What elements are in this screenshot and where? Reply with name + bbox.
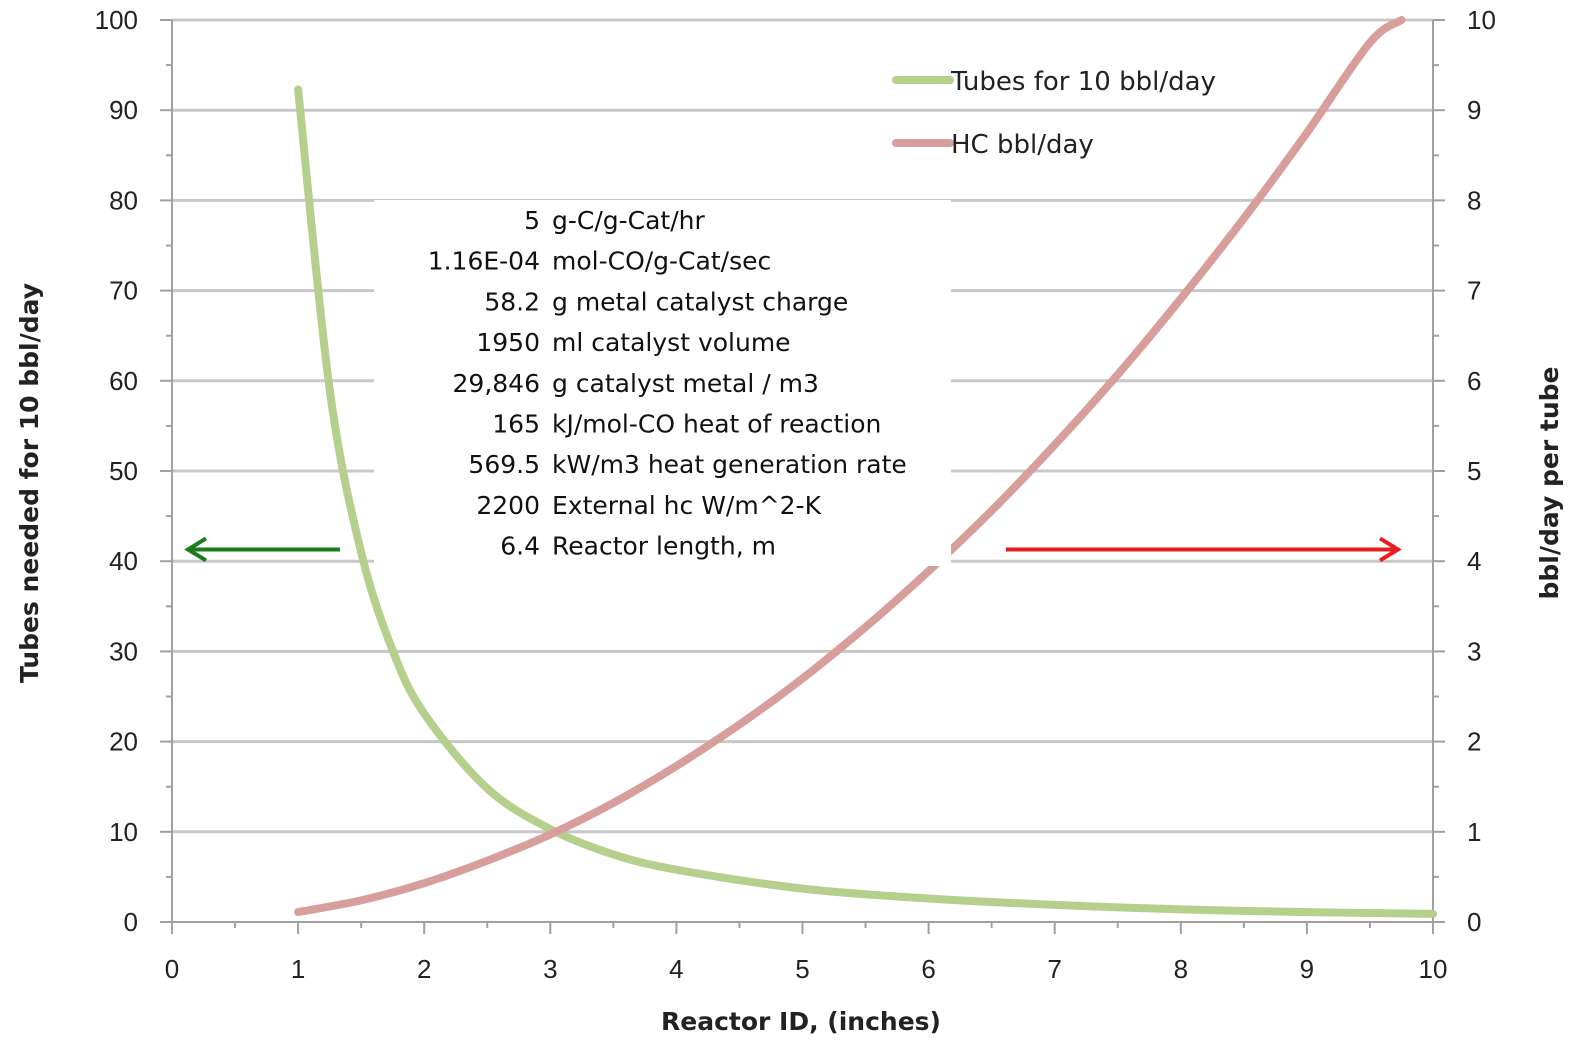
annotation-label: kJ/mol-CO heat of reaction (552, 410, 881, 439)
annotation-label: kW/m3 heat generation rate (552, 450, 907, 479)
right-y-tick-label: 5 (1467, 456, 1481, 486)
legend-label: HC bbl/day (951, 130, 1094, 160)
annotation-value: 29,846 (453, 369, 540, 398)
annotation-value: 2200 (476, 491, 540, 520)
left-y-tick-label: 10 (109, 817, 138, 847)
annotation-label: mol-CO/g-Cat/sec (552, 247, 771, 276)
right-y-tick-label: 9 (1467, 95, 1481, 125)
left-y-tick-label: 90 (109, 95, 138, 125)
annotation-value: 5 (524, 206, 540, 235)
x-tick-label: 0 (165, 954, 179, 984)
annotation-label: g metal catalyst charge (552, 287, 848, 316)
x-tick-label: 10 (1419, 954, 1448, 984)
x-tick-label: 9 (1300, 954, 1314, 984)
left-arrow-head (184, 536, 208, 563)
annotation-value: 58.2 (484, 287, 540, 316)
series-line-tubes (294, 85, 1437, 918)
right-y-tick-label: 4 (1467, 546, 1481, 576)
right-arrow-head (1378, 536, 1402, 563)
axis-arrows (184, 536, 1402, 563)
left-y-axis-title: Tubes needed for 10 bbl/day (15, 283, 44, 683)
annotation-box (374, 200, 951, 566)
annotation-value: 6.4 (500, 532, 540, 561)
annotation-table: 5 g-C/g-Cat/hr 1.16E-04 mol-CO/g-Cat/sec 58.… (374, 200, 951, 566)
x-tick-label: 3 (543, 954, 557, 984)
x-tick-label: 7 (1047, 954, 1061, 984)
annotation-label: ml catalyst volume (552, 328, 791, 357)
left-y-tick-label: 20 (109, 727, 138, 757)
annotation-label: g-C/g-Cat/hr (552, 206, 706, 235)
x-tick-label: 2 (417, 954, 431, 984)
axes (160, 19, 1445, 934)
right-y-tick-label: 1 (1467, 817, 1481, 847)
x-axis-title: Reactor ID, (inches) (661, 1007, 941, 1036)
x-tick-label: 6 (921, 954, 935, 984)
x-tick-label: 4 (669, 954, 683, 984)
left-y-tick-label: 40 (109, 546, 138, 576)
right-y-tick-label: 3 (1467, 636, 1481, 666)
left-y-tick-label: 80 (109, 185, 138, 215)
right-y-tick-labels: 0 1 2 3 4 5 6 7 8 9 10 (1467, 5, 1496, 937)
right-y-tick-label: 2 (1467, 727, 1481, 757)
annotation-value: 1.16E-04 (428, 247, 540, 276)
series-line-hc-bbl-day (294, 16, 1406, 917)
right-y-tick-label: 10 (1467, 5, 1496, 35)
annotation-value: 569.5 (468, 450, 540, 479)
right-y-axis-title: bbl/day per tube (1535, 367, 1564, 600)
x-tick-label: 1 (291, 954, 305, 984)
right-y-tick-label: 6 (1467, 366, 1481, 396)
x-tick-label: 8 (1174, 954, 1188, 984)
right-y-tick-label: 8 (1467, 185, 1481, 215)
annotation-label: Reactor length, m (552, 532, 776, 561)
legend: Tubes for 10 bbl/day HC bbl/day (892, 67, 1216, 160)
left-y-tick-label: 30 (109, 636, 138, 666)
left-y-tick-label: 100 (95, 5, 138, 35)
left-y-tick-labels: 0 10 20 30 40 50 60 70 80 90 100 (95, 5, 138, 937)
legend-label: Tubes for 10 bbl/day (950, 67, 1216, 97)
right-y-tick-label: 0 (1467, 907, 1481, 937)
x-tick-label: 5 (795, 954, 809, 984)
left-y-tick-label: 70 (109, 276, 138, 306)
annotation-value: 1950 (476, 328, 540, 357)
right-y-tick-label: 7 (1467, 276, 1481, 306)
left-y-tick-label: 0 (124, 907, 138, 937)
annotation-value: 165 (492, 410, 540, 439)
series-lines (294, 16, 1437, 918)
x-tick-labels: 0 1 2 3 4 5 6 7 8 9 10 (165, 954, 1448, 984)
annotation-label: g catalyst metal / m3 (552, 369, 819, 398)
annotation-label: External hc W/m^2-K (552, 491, 822, 520)
left-y-tick-label: 50 (109, 456, 138, 486)
left-y-tick-label: 60 (109, 366, 138, 396)
